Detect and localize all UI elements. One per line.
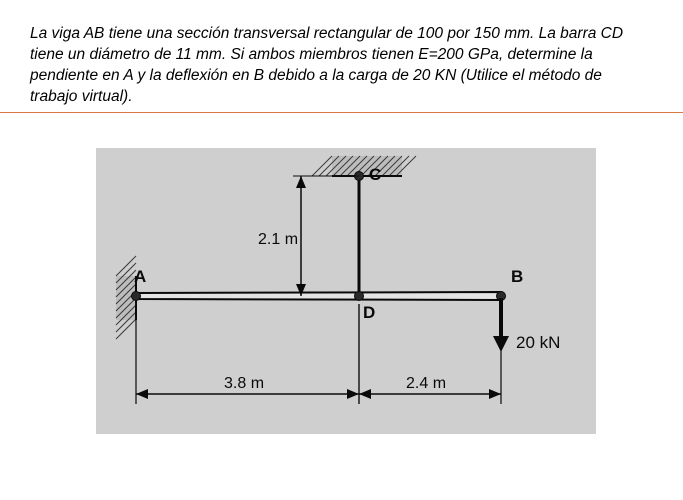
svg-text:2.4 m: 2.4 m [406,375,446,392]
svg-text:C: C [369,165,381,184]
svg-text:3.8 m: 3.8 m [224,375,264,392]
beam-diagram: 2.1 m 3.8 m 2.4 m 20 kN A B C D [96,148,596,434]
svg-text:D: D [363,303,375,322]
problem-statement: La viga AB tiene una sección transversal… [30,24,650,108]
svg-text:A: A [134,267,146,286]
section-rule [0,112,683,113]
svg-text:2.1 m: 2.1 m [258,231,298,248]
svg-text:20 kN: 20 kN [516,333,560,352]
svg-text:B: B [511,267,523,286]
